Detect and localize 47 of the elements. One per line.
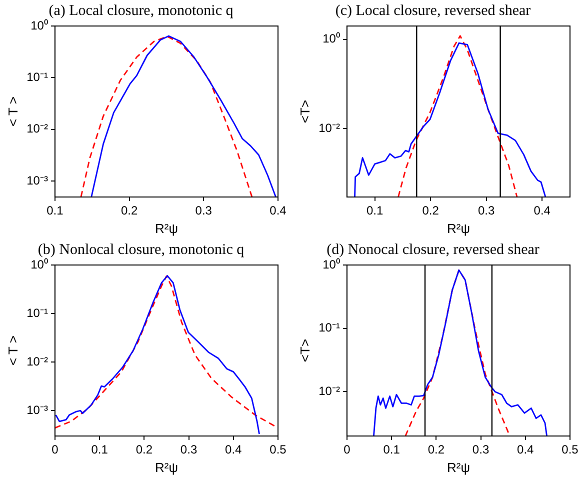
y-tick-label: 10⁻¹ [318,320,340,335]
x-tick-label: 0.3 [478,204,496,218]
y-axis-title: <T> [297,338,312,362]
x-axis-title: R²ψ [154,220,178,236]
y-tick-label: 10⁰ [30,257,48,272]
y-tick-label: 10⁻² [318,384,340,398]
x-axis-title: R²ψ [154,460,178,475]
x-tick-label: 0.1 [91,442,108,457]
x-tick-label: 0.3 [195,204,212,218]
y-tick-label: 10⁻² [26,122,48,136]
x-tick-label: 0.1 [383,442,400,457]
y-tick-label: 10⁰ [322,257,340,272]
x-tick-label: 0.3 [180,442,198,457]
y-tick-label: 10⁻² [318,120,340,135]
x-tick-label: 0.5 [270,442,287,457]
x-tick-label: 0.4 [270,204,287,218]
y-tick-label: 10⁻³ [26,173,48,188]
y-tick-label: 10⁻¹ [26,306,48,320]
y-tick-label: 10⁰ [30,18,48,32]
x-tick-label: 0.2 [422,204,440,218]
chart-title: (c) Local closure, reversed shear [335,2,531,19]
x-tick-label: 0.5 [562,442,579,457]
chart-title: (a) Local closure, monotonic q [48,2,234,19]
y-tick-label: 10⁻¹ [26,70,48,84]
x-tick-label: 0.2 [120,204,138,218]
x-tick-label: 0.3 [472,442,490,457]
x-axis-title: R²ψ [446,460,470,475]
x-tick-label: 0 [344,442,351,457]
x-tick-label: 0.1 [46,204,64,218]
chart-title: (b) Nonlocal closure, monotonic q [38,242,245,258]
y-axis-title: < T > [5,336,20,366]
y-axis-title: < T > [5,96,20,126]
x-tick-label: 0.4 [225,442,242,457]
x-tick-label: 0.1 [366,204,384,218]
x-axis-title: R²ψ [446,220,470,236]
line-series [80,36,253,197]
x-tick-label: 0.2 [428,442,445,457]
y-axis-title: <T> [297,100,312,124]
y-tick-label: 10⁻³ [26,402,48,417]
x-tick-label: 0.2 [136,442,153,457]
x-tick-label: 0.4 [534,204,551,218]
y-tick-label: 10⁰ [322,32,340,46]
x-tick-label: 0.4 [517,442,534,457]
line-series [398,35,518,197]
y-tick-label: 10⁻² [26,354,48,368]
chart-title: (d) Nonocal closure, reversed shear [326,242,540,258]
x-tick-label: 0 [52,442,59,457]
